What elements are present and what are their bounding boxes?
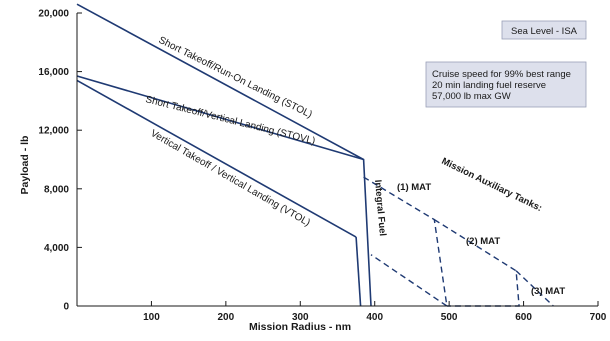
y-tick-label: 20,000 <box>38 9 69 20</box>
series-line-4 <box>363 176 448 308</box>
x-tick-label: 600 <box>515 312 532 323</box>
sea-level-label: Sea Level - ISA <box>511 26 578 37</box>
x-tick-label: 700 <box>590 312 607 323</box>
y-tick-label: 8,000 <box>44 184 69 195</box>
series-line-6 <box>515 270 554 307</box>
mat1-label: (1) MAT <box>397 182 431 193</box>
series-lines <box>76 3 554 308</box>
x-tick-label: 200 <box>218 312 235 323</box>
plot-frame <box>76 13 598 307</box>
y-tick-label: 4,000 <box>44 243 69 254</box>
series-line-2 <box>76 79 357 238</box>
y-tick-label: 16,000 <box>38 67 69 78</box>
y-tick-labels: 0 4,000 8,000 12,000 16,000 20,000 <box>38 9 69 313</box>
x-axis-title: Mission Radius - nm <box>249 321 351 333</box>
mission-aux-tanks-label: Mission Auxiliary Tanks: <box>440 156 544 214</box>
x-tick-label: 100 <box>143 312 160 323</box>
series-line-3 <box>355 237 362 307</box>
sea-level-box <box>501 20 587 40</box>
x-tick-label: 300 <box>292 312 309 323</box>
mat3-label: (3) MAT <box>531 286 565 297</box>
y-tick-label: 12,000 <box>38 126 69 137</box>
x-tick-label: 500 <box>441 312 458 323</box>
vtol-label: Vertical Takeoff / Vertical Landing (VTO… <box>149 128 312 229</box>
conditions-line-3: 57,000 lb max GW <box>432 91 511 102</box>
mat2-label: (2) MAT <box>466 236 500 247</box>
y-axis-title: Payload - lb <box>19 136 31 195</box>
series-line-1 <box>76 75 364 161</box>
tick-marks <box>77 12 599 307</box>
x-tick-labels: 100 200 300 400 500 600 700 <box>143 312 607 323</box>
conditions-line-1: Cruise speed for 99% best range <box>432 69 571 80</box>
series-line-5 <box>433 219 520 307</box>
x-tick-label: 400 <box>366 312 383 323</box>
series-line-0 <box>76 3 372 307</box>
conditions-line-2: 20 min landing fuel reserve <box>432 80 546 91</box>
conditions-box <box>425 61 587 108</box>
integral-fuel-label: Integral Fuel <box>372 179 388 236</box>
y-tick-label: 0 <box>63 302 69 313</box>
